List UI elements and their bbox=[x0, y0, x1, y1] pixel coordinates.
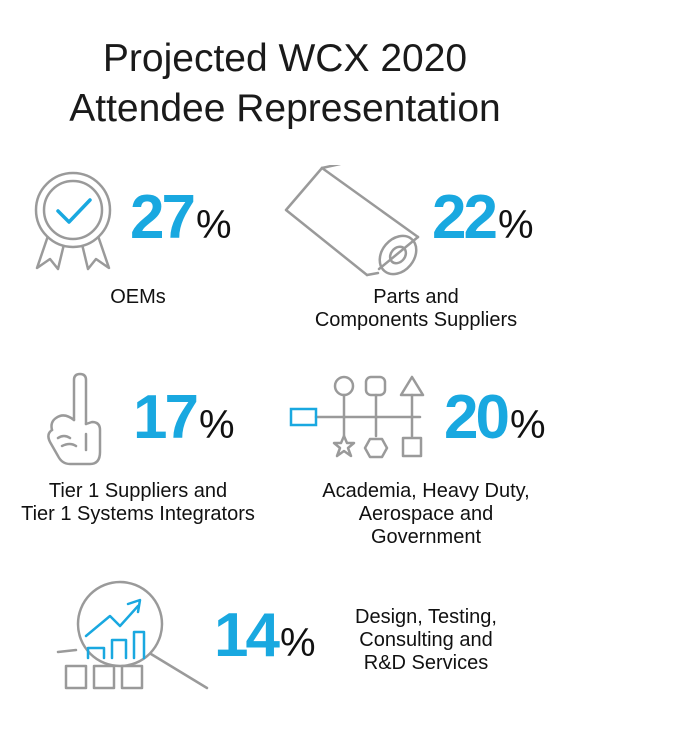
stat-unit: % bbox=[279, 621, 316, 665]
label-line: Components Suppliers bbox=[314, 309, 518, 331]
award-ribbon-checkmark-icon bbox=[34, 171, 112, 271]
magnifier-growth-chart-icon bbox=[56, 580, 209, 690]
rolled-sheet-icon bbox=[284, 165, 420, 277]
label-line: Academia, Heavy Duty, bbox=[322, 480, 530, 502]
stat-unit: % bbox=[195, 203, 232, 247]
stat-unit: % bbox=[509, 403, 546, 447]
stat-unit: % bbox=[497, 203, 534, 247]
stat-value: 14 bbox=[214, 601, 280, 670]
stat-label-tier1: Tier 1 Suppliers and Tier 1 Systems Inte… bbox=[0, 480, 276, 526]
title-line-1: Projected WCX 2020 bbox=[102, 37, 468, 80]
label-line: OEMs bbox=[110, 286, 166, 308]
stat-value: 22 bbox=[432, 183, 498, 252]
page-title: Projected WCX 2020 Attendee Representati… bbox=[0, 34, 570, 134]
label-line: Consulting and bbox=[359, 629, 493, 651]
stat-value: 20 bbox=[444, 383, 510, 452]
stat-label-design-testing: Design, Testing, Consulting and R&D Serv… bbox=[326, 606, 526, 675]
label-line: Tier 1 Suppliers and bbox=[48, 480, 228, 502]
label-line: Parts and bbox=[373, 286, 459, 308]
label-line: Design, Testing, bbox=[355, 606, 497, 628]
stat-label-oems: OEMs bbox=[58, 286, 218, 309]
stat-tier1: 17% bbox=[133, 387, 235, 449]
shapes-flowchart-icon bbox=[289, 375, 425, 459]
label-line: Tier 1 Systems Integrators bbox=[21, 503, 255, 525]
stat-design-testing: 14% bbox=[214, 605, 316, 667]
stat-parts-suppliers: 22% bbox=[432, 187, 534, 249]
stat-academia: 20% bbox=[444, 387, 546, 449]
label-line: Aerospace and bbox=[358, 503, 494, 525]
stat-label-academia: Academia, Heavy Duty, Aerospace and Gove… bbox=[296, 480, 556, 549]
stat-label-parts-suppliers: Parts and Components Suppliers bbox=[286, 286, 546, 332]
label-line: R&D Services bbox=[363, 652, 489, 674]
stat-value: 17 bbox=[133, 383, 199, 452]
stat-value: 27 bbox=[130, 183, 196, 252]
label-line: Government bbox=[370, 526, 482, 548]
number-one-hand-icon bbox=[47, 372, 102, 466]
title-line-2: Attendee Representation bbox=[69, 87, 501, 130]
stat-unit: % bbox=[198, 403, 235, 447]
stat-oems: 27% bbox=[130, 187, 232, 249]
